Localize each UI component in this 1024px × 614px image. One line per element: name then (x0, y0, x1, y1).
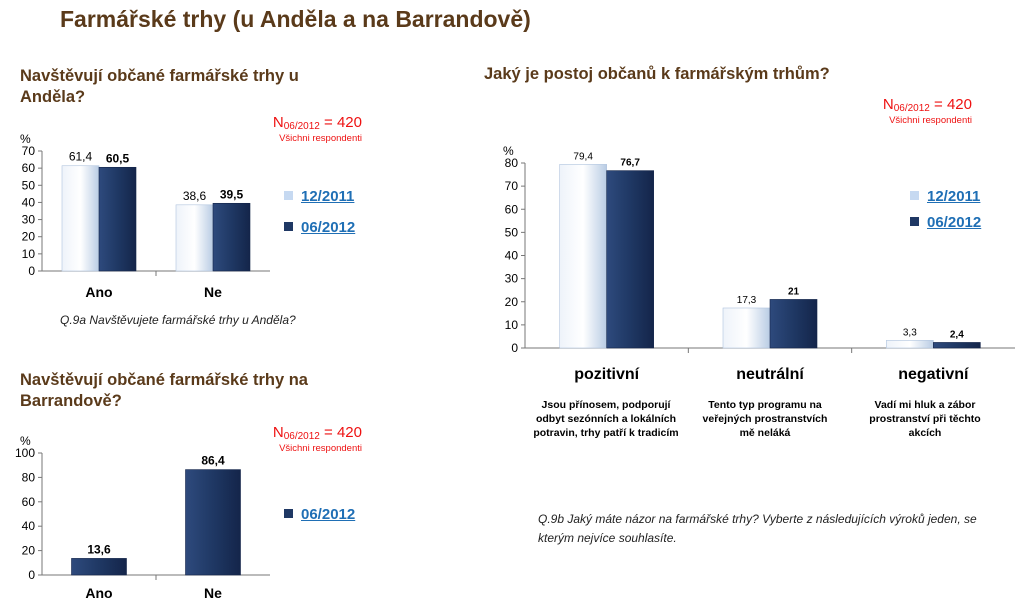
chart2-legend-item-1[interactable]: 06/2012 (284, 506, 355, 523)
bar (212, 202, 251, 272)
x-category-label: Ne (204, 284, 222, 300)
bar (98, 166, 137, 272)
y-tick-label: 10 (22, 247, 36, 261)
y-tick-label: 20 (505, 295, 519, 309)
chart1-legend-item-2[interactable]: 06/2012 (284, 219, 355, 236)
x-category-label: Ne (204, 585, 222, 601)
chart3-question-note: Q.9b Jaký máte názor na farmářské trhy? … (538, 512, 977, 545)
data-label: 17,3 (737, 295, 757, 306)
chart1-svg: % 0 10 20 30 40 50 60 70 Ano 61,4 60,5 Ne 38,6 39,5 (20, 132, 270, 300)
bar (933, 342, 981, 349)
chart3-description-positive: Jsou přínosem, podporují odbyt sezónních… (533, 399, 679, 439)
data-label: 60,5 (106, 151, 130, 165)
y-tick-label: 40 (505, 249, 519, 263)
chart3-svg: % 0 10 20 30 40 50 60 70 80 pozitivní 79,4 76,7 neutr… (503, 144, 1015, 383)
chart1-sample-size: N06/2012 = 420 (272, 114, 362, 132)
chart3-legend-item-1[interactable]: 12/2011 (910, 188, 980, 205)
y-tick-label: 80 (505, 156, 519, 170)
y-tick-label: 60 (22, 495, 36, 509)
y-tick-label: 70 (505, 179, 519, 193)
y-tick-label: 0 (511, 341, 518, 355)
data-label: 3,3 (903, 327, 917, 338)
y-tick-label: 60 (22, 161, 36, 175)
x-category-label: neutrální (736, 366, 804, 383)
y-tick-label: 100 (15, 446, 35, 460)
data-label: 86,4 (201, 454, 225, 468)
y-axis-label: % (503, 144, 514, 158)
y-tick-label: 60 (505, 202, 519, 216)
chart2-sample-size: N06/2012 = 420 (272, 424, 362, 442)
bar (769, 299, 818, 349)
x-category-label: negativní (898, 366, 969, 383)
page-title: Farmářské trhy (u Anděla a na Barrandově… (60, 6, 531, 32)
legend-swatch-dark (284, 222, 293, 231)
chart3-legend-item-2[interactable]: 06/2012 (910, 214, 981, 231)
y-tick-label: 10 (505, 318, 519, 332)
y-tick-label: 50 (22, 178, 36, 192)
x-category-label: Ano (85, 284, 112, 300)
bar (559, 164, 607, 349)
chart2-respondents: Všichni respondenti (279, 443, 362, 454)
y-axis-label: % (20, 132, 31, 146)
bar (71, 558, 127, 576)
chart3-description-neutral: Tento typ programu na veřejných prostran… (702, 399, 828, 439)
chart1-legend-item-1[interactable]: 12/2011 (284, 188, 354, 205)
legend-swatch-light (284, 191, 293, 200)
y-tick-label: 80 (22, 470, 36, 484)
data-label: 61,4 (69, 150, 93, 164)
x-category-label: pozitivní (574, 366, 639, 383)
chart3-question-title: Jaký je postoj občanů k farmářským trhům… (484, 65, 830, 83)
chart2-svg: % 0 20 40 60 80 100 Ano 13,6 Ne 86,4 (15, 434, 270, 601)
y-tick-label: 40 (22, 195, 36, 209)
y-tick-label: 40 (22, 519, 36, 533)
x-category-label: Ano (85, 585, 112, 601)
bar (606, 170, 654, 349)
bar (175, 204, 214, 272)
data-label: 13,6 (87, 542, 111, 556)
data-label: 2,4 (950, 329, 964, 340)
data-label: 39,5 (220, 187, 244, 201)
chart2-question-title: Navštěvují občané farmářské trhy na Barr… (20, 371, 308, 410)
bar (722, 307, 771, 349)
chart1-respondents: Všichni respondenti (279, 133, 362, 144)
bar (61, 165, 100, 272)
chart1-question-note: Q.9a Navštěvujete farmářské trhy u Anděl… (60, 313, 296, 327)
chart3-description-negative: Vadí mi hluk a zábor prostranství při tě… (869, 399, 981, 439)
y-axis-label: % (20, 434, 31, 448)
legend-swatch-dark (910, 217, 919, 226)
y-tick-label: 0 (28, 568, 35, 582)
legend-swatch-light (910, 191, 919, 200)
bar (185, 469, 241, 576)
data-label: 21 (788, 286, 800, 297)
y-tick-label: 20 (22, 230, 36, 244)
data-label: 76,7 (620, 158, 640, 169)
y-tick-label: 30 (505, 272, 519, 286)
y-tick-label: 0 (28, 264, 35, 278)
data-label: 79,4 (573, 151, 593, 162)
bar (886, 340, 934, 349)
y-tick-label: 50 (505, 225, 519, 239)
chart3-sample-size: N06/2012 = 420 (882, 96, 972, 114)
chart1-question-title: Navštěvují občané farmářské trhy u Anděl… (20, 67, 299, 106)
data-label: 38,6 (183, 189, 207, 203)
y-tick-label: 20 (22, 544, 36, 558)
legend-swatch-dark (284, 509, 293, 518)
y-tick-label: 30 (22, 213, 36, 227)
y-tick-label: 70 (22, 144, 36, 158)
chart3-respondents: Všichni respondenti (889, 115, 972, 126)
